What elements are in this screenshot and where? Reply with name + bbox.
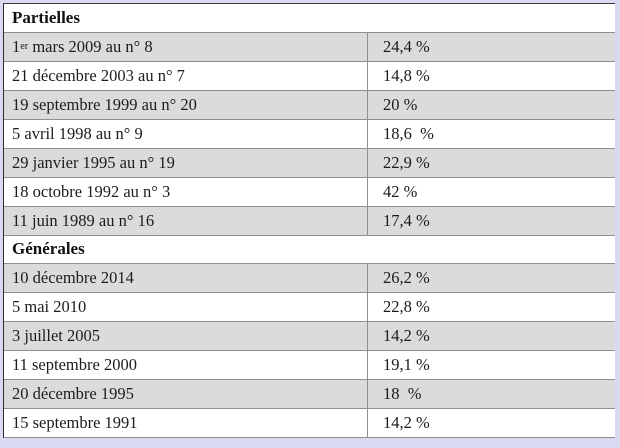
percentage-value: 18 %: [383, 384, 422, 404]
date-rest: 10 décembre 2014: [12, 268, 134, 288]
section-header-row: Partielles: [4, 4, 615, 33]
date-rest: 20 décembre 1995: [12, 384, 134, 404]
date-cell: 5 mai 2010: [4, 293, 367, 321]
percentage-cell: 19,1 %: [367, 351, 615, 380]
table-row: 3 juillet 2005 14,2 %: [4, 322, 615, 352]
date-rest: 19 septembre 1999 au n° 20: [12, 94, 197, 114]
table-row: 29 janvier 1995 au n° 19 22,9 %: [4, 148, 615, 178]
table-row: 20 décembre 1995 18 %: [4, 380, 615, 410]
percentage-cell: 18,6 %: [367, 119, 615, 148]
date-rest: 29 janvier 1995 au n° 19: [12, 152, 175, 172]
percentage-cell: 14,2 %: [367, 409, 615, 438]
date-cell: 11 septembre 2000: [4, 351, 367, 379]
percentage-cell: 14,8 %: [367, 61, 615, 90]
percentage-value: 22,8 %: [383, 297, 430, 317]
elections-results-table: Partielles 1 er mars 2009 au n° 8 24,4 % …: [3, 3, 615, 439]
table-row: 11 juin 1989 au n° 16 17,4 %: [4, 206, 615, 236]
date-cell: 11 juin 1989 au n° 16: [4, 207, 367, 235]
date-rest: 18 octobre 1992 au n° 3: [12, 181, 171, 201]
section-title: Partielles: [12, 7, 80, 27]
percentage-value: 26,2 %: [383, 268, 430, 288]
date-cell: 29 janvier 1995 au n° 19: [4, 149, 367, 177]
percentage-cell: 20 %: [367, 90, 615, 119]
percentage-value: 19,1 %: [383, 355, 430, 375]
table-row: 11 septembre 2000 19,1 %: [4, 351, 615, 381]
percentage-cell: 24,4 %: [367, 32, 615, 61]
date-day: 1: [12, 36, 21, 56]
date-cell: 15 septembre 1991: [4, 409, 367, 437]
percentage-cell: 26,2 %: [367, 264, 615, 293]
date-cell: 10 décembre 2014: [4, 264, 367, 292]
percentage-value: 24,4 %: [383, 36, 430, 56]
date-rest: 5 mai 2010: [12, 297, 87, 317]
percentage-value: 14,2 %: [383, 413, 430, 433]
date-rest: 11 septembre 2000: [12, 355, 137, 375]
percentage-cell: 22,8 %: [367, 293, 615, 322]
date-cell: 18 octobre 1992 au n° 3: [4, 178, 367, 206]
date-rest: 15 septembre 1991: [12, 413, 138, 433]
percentage-value: 14,8 %: [383, 65, 430, 85]
date-cell: 5 avril 1998 au n° 9: [4, 120, 367, 148]
section-header-row: Générales: [4, 235, 615, 265]
table-row: 5 mai 2010 22,8 %: [4, 293, 615, 323]
table-row: 10 décembre 2014 26,2 %: [4, 264, 615, 294]
table-row: 1 er mars 2009 au n° 8 24,4 %: [4, 32, 615, 62]
date-cell: 19 septembre 1999 au n° 20: [4, 91, 367, 119]
percentage-cell: 14,2 %: [367, 322, 615, 351]
percentage-value: 22,9 %: [383, 152, 430, 172]
date-rest: 21 décembre 2003 au n° 7: [12, 65, 185, 85]
percentage-value: 17,4 %: [383, 210, 430, 230]
date-rest: 11 juin 1989 au n° 16: [12, 210, 155, 230]
percentage-cell: 22,9 %: [367, 148, 615, 177]
date-rest: 5 avril 1998 au n° 9: [12, 123, 143, 143]
table-row: 21 décembre 2003 au n° 7 14,8 %: [4, 61, 615, 91]
percentage-value: 14,2 %: [383, 326, 430, 346]
percentage-cell: 17,4 %: [367, 206, 615, 235]
table-row: 18 octobre 1992 au n° 3 42 %: [4, 177, 615, 207]
date-rest: 3 juillet 2005: [12, 326, 100, 346]
table-row: 15 septembre 1991 14,2 %: [4, 409, 615, 439]
percentage-value: 42 %: [383, 181, 418, 201]
date-cell: 20 décembre 1995: [4, 380, 367, 408]
table-row: 19 septembre 1999 au n° 20 20 %: [4, 90, 615, 120]
date-cell: 21 décembre 2003 au n° 7: [4, 62, 367, 90]
percentage-value: 18,6 %: [383, 123, 434, 143]
percentage-cell: 42 %: [367, 177, 615, 206]
date-cell: 3 juillet 2005: [4, 322, 367, 350]
date-rest: mars 2009 au n° 8: [28, 36, 153, 56]
percentage-value: 20 %: [383, 94, 418, 114]
date-cell: 1 er mars 2009 au n° 8: [12, 36, 153, 56]
percentage-cell: 18 %: [367, 380, 615, 409]
section-title: Générales: [12, 239, 85, 259]
table-row: 5 avril 1998 au n° 9 18,6 %: [4, 119, 615, 149]
